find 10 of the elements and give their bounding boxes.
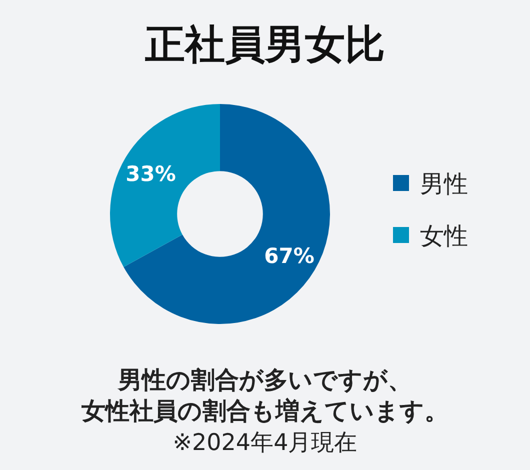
legend-label: 女性 <box>420 222 468 250</box>
data-label: 67% <box>264 244 314 268</box>
text: 男性の割合が多いですが、 <box>117 366 412 394</box>
data-label: 33% <box>126 162 176 186</box>
donut-slice <box>110 104 220 267</box>
donut-slice <box>124 104 330 324</box>
chart-title: 正社員男女比 <box>144 22 385 68</box>
legend-label: 男性 <box>420 170 468 198</box>
text: 女性社員の割合も増えています。 <box>80 397 448 425</box>
text: ※2024年4月現在 <box>172 430 358 456</box>
